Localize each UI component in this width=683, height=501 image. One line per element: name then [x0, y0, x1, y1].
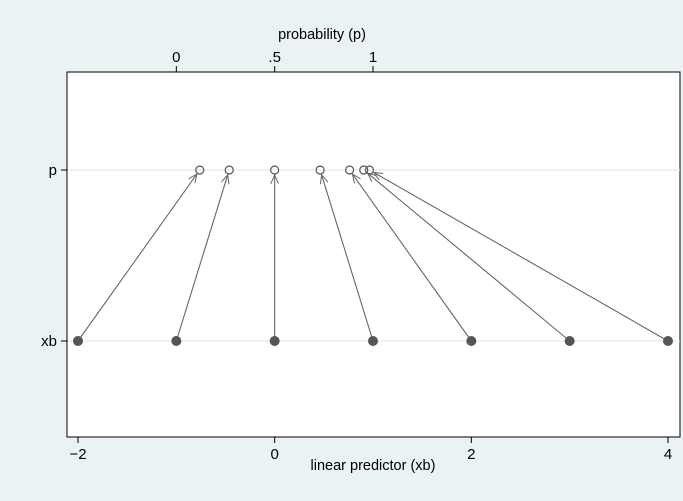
xb-point: [171, 336, 182, 346]
arrow: [77, 174, 197, 342]
xb-point: [564, 336, 575, 346]
plot-area: [66, 71, 681, 438]
p-point: [344, 165, 355, 175]
y-category-label: xb: [41, 333, 57, 350]
xb-point: [466, 336, 477, 346]
arrow: [352, 174, 472, 342]
y-category-label: p: [49, 162, 57, 179]
p-point: [364, 165, 375, 175]
x-tick-label: 0: [270, 446, 278, 463]
p-point: [224, 165, 234, 175]
x2-tick-label: 0: [172, 49, 180, 66]
arrow: [322, 175, 374, 342]
p-point: [359, 165, 369, 175]
xb-point: [269, 336, 280, 346]
xb-point: [73, 336, 83, 346]
x2-axis-title: probability (p): [278, 27, 366, 43]
x-tick-label: −2: [69, 446, 86, 463]
x2-tick-label: 1: [369, 49, 377, 66]
p-point: [315, 165, 325, 175]
p-point: [270, 165, 280, 175]
x-axis-title: linear predictor (xb): [311, 458, 436, 474]
x-tick-label: 2: [467, 446, 475, 463]
p-point: [195, 165, 205, 175]
xb-point: [368, 336, 378, 346]
arrow-group: [77, 172, 669, 342]
axes-group: p xb −2 0 2 4 0 .5 1: [41, 49, 680, 463]
arrow: [368, 173, 571, 342]
arrow: [175, 175, 227, 342]
x-tick-label: 4: [664, 446, 672, 463]
arrow: [374, 172, 669, 342]
x2-tick-label: .5: [268, 49, 281, 66]
point-group: [73, 165, 673, 346]
xb-point: [663, 336, 673, 346]
